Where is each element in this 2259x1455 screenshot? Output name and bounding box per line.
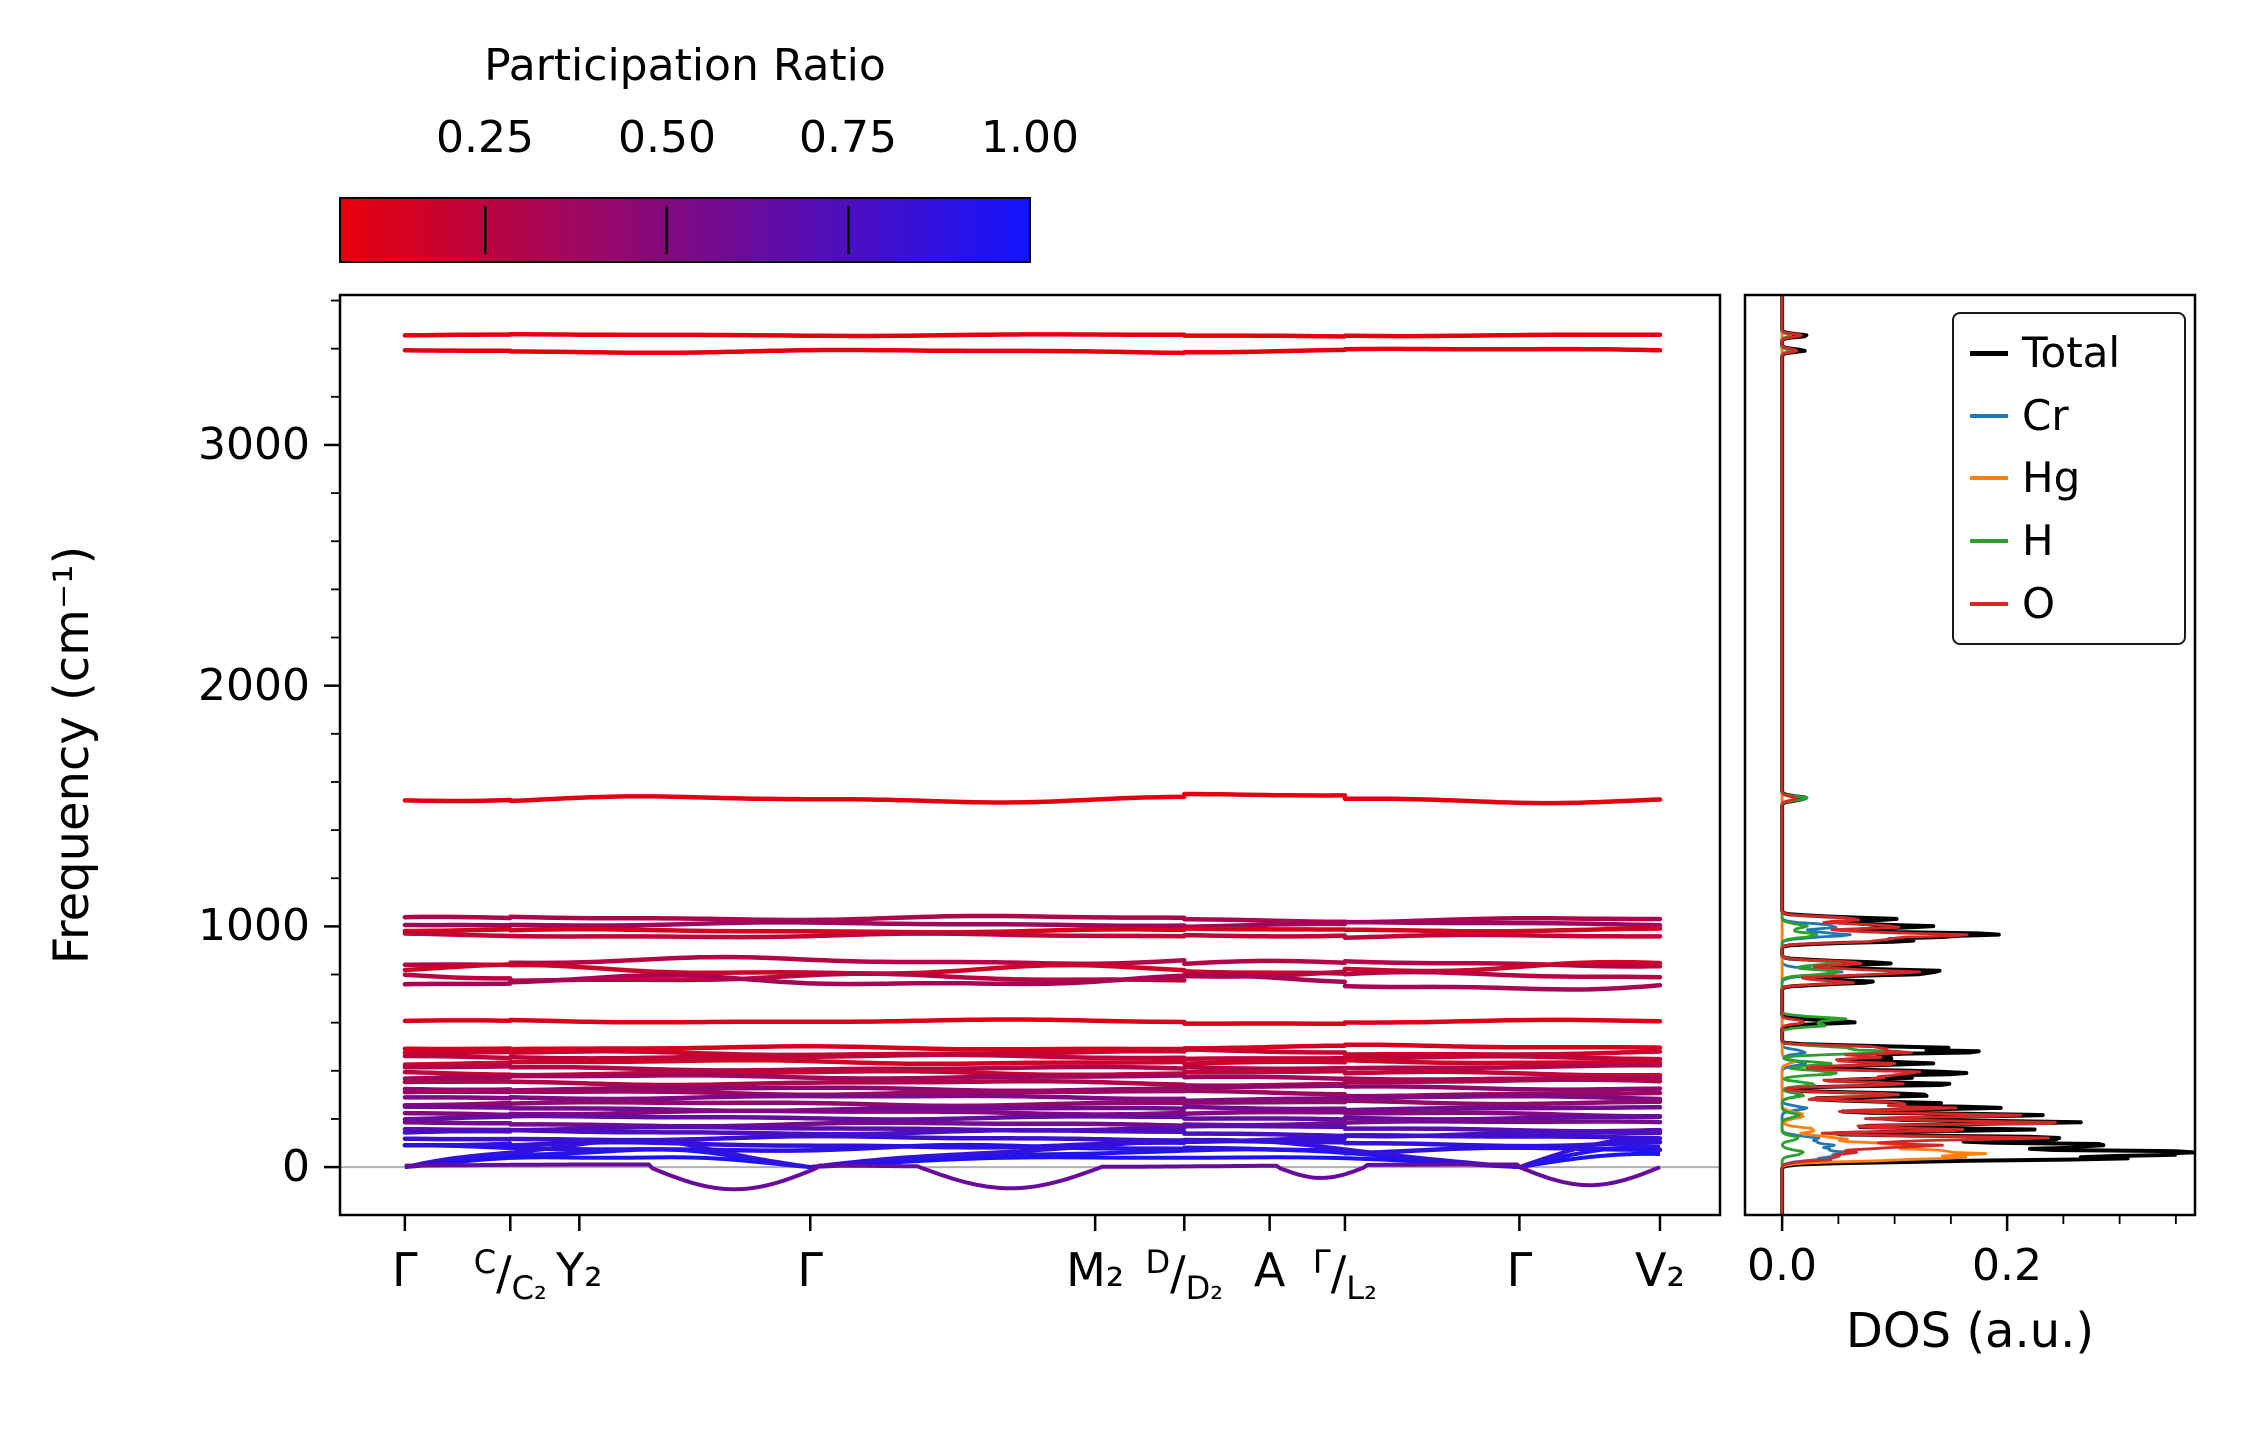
- legend-item-total: Total: [1970, 330, 2184, 376]
- kpoint-label-bottom: L₂: [1346, 1269, 1377, 1307]
- legend-swatch-hg: [1970, 476, 2008, 481]
- legend-label-hg: Hg: [2022, 453, 2081, 503]
- dos-legend: Total Cr Hg H O: [1952, 312, 2186, 645]
- legend-item-cr: Cr: [1970, 390, 2184, 440]
- kpoint-label-slash: /: [496, 1246, 512, 1300]
- kpoint-label-bottom: D₂: [1185, 1269, 1224, 1307]
- dos-panel-border: [1743, 293, 2197, 1217]
- legend-label-cr: Cr: [2022, 390, 2069, 440]
- band-y-tick-2000: 2000: [198, 660, 310, 711]
- colorbar: [339, 197, 1031, 263]
- dos-curve-o: [1780, 295, 2057, 1215]
- dos-curves: [1780, 295, 2195, 1215]
- kpoint-label-0: Γ: [392, 1243, 418, 1297]
- kpoint-label-3: Γ: [797, 1243, 824, 1297]
- band-y-tick-3000: 3000: [198, 419, 310, 470]
- kpoint-label-7: Γ/L₂: [1313, 1243, 1377, 1307]
- band-y-tick-1000: 1000: [198, 900, 310, 951]
- band-y-axis-label: Frequency (cm⁻¹): [44, 545, 100, 965]
- kpoint-label-9: V₂: [1635, 1243, 1685, 1297]
- kpoint-label-slash: /: [1170, 1246, 1186, 1300]
- dos-x-axis-label: DOS (a.u.): [1845, 1303, 2095, 1359]
- legend-label-h: H: [2022, 516, 2054, 566]
- legend-label-o: O: [2022, 578, 2056, 628]
- legend-item-o: O: [1970, 578, 2184, 628]
- legend-swatch-cr: [1970, 413, 2008, 418]
- colorbar-title: Participation Ratio: [484, 40, 886, 91]
- kpoint-label-bottom: C₂: [511, 1269, 547, 1307]
- kpoint-label-top: Γ: [1312, 1243, 1331, 1281]
- dos-x-tick-1: 0.2: [1972, 1240, 2042, 1291]
- colorbar-tick-label-1: 0.50: [618, 112, 716, 163]
- kpoint-label-6: A: [1253, 1243, 1286, 1297]
- kpoint-label-5: D/D₂: [1145, 1243, 1223, 1307]
- legend-swatch-o: [1970, 601, 2008, 606]
- kpoint-label-slash: /: [1330, 1246, 1347, 1300]
- legend-item-hg: Hg: [1970, 455, 2184, 501]
- kpoint-label-8: Γ: [1506, 1243, 1533, 1297]
- kpoint-label-1: C/C₂: [474, 1243, 547, 1307]
- kpoint-label-2: Y₂: [556, 1243, 603, 1297]
- band-structure-lines: [402, 331, 1663, 1192]
- kpoint-labels-row: Γ C/C₂ Y₂ Γ M₂ D/D₂ A Γ/L₂ Γ V₂: [0, 1243, 2259, 1333]
- band-y-tick-0: 0: [282, 1141, 310, 1192]
- dos-x-tick-0: 0.0: [1747, 1240, 1817, 1291]
- kpoint-label-top: D: [1145, 1243, 1171, 1281]
- kpoint-label-4: M₂: [1066, 1243, 1125, 1297]
- colorbar-tick-label-0: 0.25: [436, 112, 534, 163]
- colorbar-tick-label-2: 0.75: [799, 112, 897, 163]
- legend-item-h: H: [1970, 518, 2184, 564]
- legend-swatch-h: [1970, 539, 2008, 544]
- band-panel: [324, 293, 1722, 1231]
- legend-label-total: Total: [2022, 328, 2121, 378]
- colorbar-tick-label-3: 1.00: [981, 112, 1079, 163]
- kpoint-label-top: C: [473, 1243, 497, 1281]
- legend-swatch-total: [1970, 350, 2008, 356]
- band-panel-border: [338, 293, 1722, 1217]
